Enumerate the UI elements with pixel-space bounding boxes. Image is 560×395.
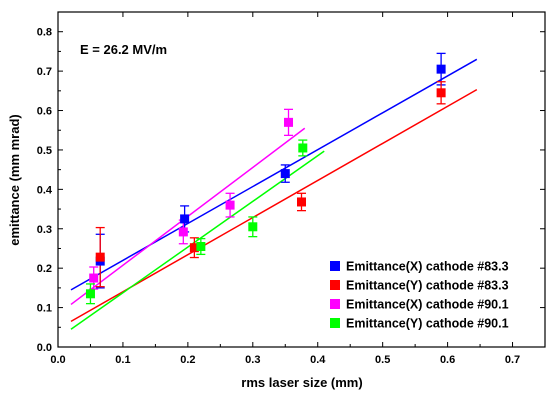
legend-label: Emittance(X) cathode #83.3 [346, 260, 509, 274]
y-tick-label: 0.5 [37, 145, 52, 157]
data-point [85, 289, 95, 299]
x-tick-label: 0.2 [180, 354, 195, 366]
x-tick-label: 0.5 [375, 354, 390, 366]
data-point [280, 169, 290, 179]
data-point [436, 64, 446, 74]
y-tick-label: 0.7 [37, 66, 52, 78]
legend-swatch [330, 261, 340, 271]
y-tick-label: 0.2 [37, 263, 52, 275]
x-tick-label: 0.4 [310, 354, 326, 366]
x-tick-label: 0.1 [115, 354, 130, 366]
y-tick-label: 0.8 [37, 27, 52, 39]
data-point [297, 197, 306, 207]
x-tick-label: 0.6 [440, 354, 455, 366]
legend-label: Emittance(X) cathode #90.1 [346, 298, 509, 312]
data-markers [85, 64, 446, 299]
data-point [189, 243, 199, 253]
plot-frame [57, 11, 546, 348]
data-point [196, 242, 206, 251]
data-point [178, 227, 188, 237]
data-point [284, 117, 294, 127]
legend-swatch [330, 318, 340, 328]
legend-swatch [330, 280, 340, 290]
fit-line [70, 88, 478, 323]
y-tick-label: 0.6 [37, 106, 52, 118]
y-tick-label: 0.1 [37, 303, 52, 315]
y-axis-title: emittance (mm mrad) [7, 114, 22, 245]
y-tick-label: 0.3 [37, 224, 52, 236]
data-point [95, 252, 105, 262]
data-point [298, 143, 308, 153]
fit-line [70, 150, 325, 330]
legend-swatch [330, 299, 340, 309]
data-point [225, 200, 235, 210]
x-tick-label: 0.3 [245, 354, 260, 366]
y-tick-label: 0.4 [37, 184, 53, 196]
field-annotation: E = 26.2 MV/m [80, 42, 167, 57]
fit-line [70, 58, 478, 291]
legend-label: Emittance(Y) cathode #83.3 [346, 279, 509, 293]
data-point [436, 88, 446, 98]
axis-ticks: 0.0 0.1 0.2 0.3 0.4 0.5 0.6 0.7 0.0 0.1 0.2 0.3 0.4 0… [37, 12, 545, 366]
legend: Emittance(X) cathode #83.3 Emittance(Y) c… [330, 260, 509, 331]
y-tick-label: 0.0 [37, 342, 52, 354]
legend-label: Emittance(Y) cathode #90.1 [346, 317, 509, 331]
data-point [248, 222, 258, 232]
data-point [89, 273, 99, 283]
x-tick-label: 0.7 [505, 354, 520, 366]
x-axis-title: rms laser size (mm) [241, 375, 362, 390]
x-tick-label: 0.0 [50, 354, 65, 366]
data-point [180, 214, 190, 224]
